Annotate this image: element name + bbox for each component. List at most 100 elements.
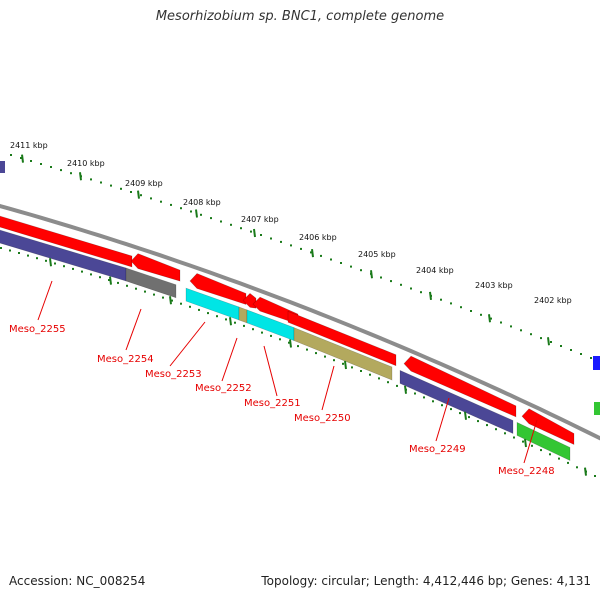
outer-ruler-dot	[513, 436, 515, 439]
ruler-dots	[10, 154, 592, 359]
outer-ruler-dot	[432, 400, 434, 403]
outer-ruler-dot	[72, 267, 74, 270]
gene-leader-line	[221, 337, 238, 382]
outer-ruler-dot	[324, 355, 326, 358]
genome-backbone	[0, 203, 600, 441]
outer-ruler-tick	[169, 296, 172, 305]
ruler-dot	[580, 353, 582, 355]
outer-ruler-dot	[531, 444, 533, 447]
gene-label-meso-2249: Meso_2249	[409, 444, 466, 455]
outer-ruler-dot	[36, 257, 38, 260]
outer-ruler-dot	[216, 315, 218, 318]
gene-labels: Meso_2255 Meso_2254 Meso_2253 Meso_2252 …	[9, 324, 555, 477]
outer-ruler-dot	[126, 284, 128, 287]
outer-ruler-dot	[594, 475, 596, 477]
outer-ruler-dot	[9, 249, 11, 252]
ruler-tick	[547, 337, 550, 346]
gene-leader-line	[435, 397, 450, 442]
outer-ruler-tick	[289, 339, 292, 348]
ruler-tick	[311, 248, 314, 258]
ruler-dot	[130, 191, 132, 193]
outer-ruler-dot	[396, 384, 398, 387]
ruler-tick	[488, 314, 491, 323]
ruler-dot	[280, 240, 282, 243]
tick-label-2402: 2402 kbp	[534, 296, 572, 305]
ruler-dot	[440, 298, 442, 301]
ruler-dot	[360, 269, 362, 272]
ruler-dot	[520, 329, 522, 332]
outer-ruler-dot	[90, 273, 92, 276]
ruler-dot	[490, 317, 492, 320]
cds-arrow-meso-2250	[287, 310, 397, 367]
outer-ruler-dot	[423, 396, 425, 399]
outer-ruler-dot	[540, 449, 542, 452]
outer-ruler-tick	[404, 385, 407, 394]
ruler-dot	[20, 157, 22, 159]
outer-ruler-tick	[524, 438, 527, 448]
outer-ruler-tick	[584, 467, 587, 476]
tick-label-2407: 2407 kbp	[241, 215, 279, 224]
ruler-dot	[100, 181, 102, 184]
ruler-dot	[460, 306, 462, 309]
ruler-dot	[320, 254, 322, 257]
outer-ruler-dot	[144, 290, 146, 293]
ruler-dot	[530, 333, 532, 336]
ruler-tick	[79, 172, 82, 181]
ruler-tick	[429, 291, 432, 301]
gene-label-meso-2254: Meso_2254	[97, 354, 154, 365]
tick-label-2411: 2411 kbp	[10, 141, 48, 150]
ruler-dot	[500, 321, 502, 324]
ruler-dot	[380, 276, 382, 279]
cog-band-meso-2252	[238, 306, 248, 324]
outer-ruler-dot	[549, 453, 551, 456]
ruler-dot	[50, 166, 52, 168]
outer-ruler-dot	[468, 416, 470, 419]
outer-ruler-dot	[54, 262, 56, 265]
ruler-ticks	[21, 154, 550, 346]
ruler-labels: 2411 kbp 2410 kbp 2409 kbp 2408 kbp 2407…	[10, 141, 572, 305]
ruler-dot	[220, 220, 222, 223]
gene-leader-line	[523, 419, 538, 464]
outer-ruler-dot	[288, 341, 290, 344]
outer-ruler-dot	[495, 428, 497, 431]
outer-ruler-tick	[464, 411, 467, 420]
ruler-tick	[195, 209, 198, 218]
outer-ruler-dot	[387, 381, 389, 384]
outer-ruler-dot	[441, 404, 443, 407]
outer-ruler-dot	[198, 308, 200, 311]
outer-ruler-dot	[225, 318, 227, 321]
outer-ruler-dot	[18, 252, 20, 254]
outer-ruler-dot	[234, 321, 236, 324]
outer-ruler-dot	[45, 259, 47, 262]
ruler-dot	[300, 247, 302, 250]
outer-ruler-dot	[522, 440, 524, 443]
ruler-dot	[250, 230, 252, 233]
ruler-dot	[310, 251, 312, 254]
ruler-dot	[260, 234, 262, 236]
tick-label-2408: 2408 kbp	[183, 198, 221, 207]
cds-arrow-meso-2249	[403, 355, 517, 418]
cog-band-meso-2248	[516, 421, 571, 461]
outer-ruler-dot	[171, 299, 173, 302]
outer-ruler-dot	[81, 270, 83, 273]
outer-ruler-dot	[297, 345, 299, 348]
ruler-dot	[290, 244, 292, 247]
tick-label-2409: 2409 kbp	[125, 179, 163, 188]
gene-label-meso-2250: Meso_2250	[294, 413, 351, 424]
ruler-dot	[120, 187, 122, 190]
outer-ruler-dot	[0, 247, 2, 249]
outer-ruler-dot	[108, 279, 110, 281]
ruler-dot	[200, 213, 202, 216]
edge-feature-left	[0, 161, 5, 173]
ruler-dot	[110, 184, 112, 187]
ruler-dot	[550, 341, 552, 343]
ruler-tick	[370, 270, 373, 279]
outer-ruler-tick	[229, 317, 232, 326]
outer-ruler-tick	[109, 276, 112, 285]
cds-arrow-meso-2254	[130, 253, 181, 282]
cog-band-meso-2249	[399, 369, 514, 434]
outer-ruler-dot	[567, 461, 569, 464]
outer-ruler-tick	[49, 258, 52, 267]
edge-feature-right-green	[594, 402, 600, 415]
